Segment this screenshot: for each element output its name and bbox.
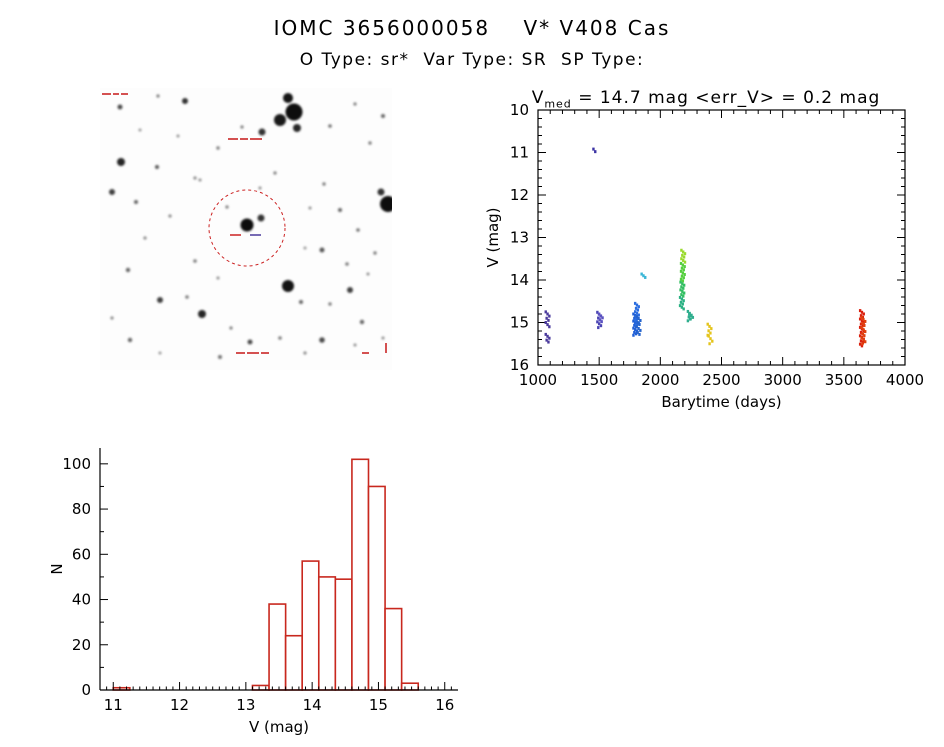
svg-text:2000: 2000 [641, 371, 679, 389]
svg-text:11: 11 [510, 144, 529, 162]
svg-text:13: 13 [236, 696, 255, 714]
svg-text:80: 80 [72, 500, 91, 518]
svg-text:10: 10 [510, 101, 529, 119]
lightcurve-title: Vmed = 14.7 mag <err_V> = 0.2 mag [506, 88, 906, 110]
page-title: IOMC 3656000058 V* V408 Cas [273, 16, 671, 40]
target-overlay [208, 189, 286, 267]
svg-text:11: 11 [104, 696, 123, 714]
svg-text:1500: 1500 [580, 371, 618, 389]
svg-text:1000: 1000 [519, 371, 557, 389]
svg-text:V (mag): V (mag) [484, 207, 502, 267]
svg-text:12: 12 [510, 186, 529, 204]
svg-text:15: 15 [510, 314, 529, 332]
hist-bars [112, 458, 420, 691]
svg-text:3000: 3000 [764, 371, 802, 389]
svg-text:60: 60 [72, 545, 91, 563]
svg-text:N: N [48, 563, 66, 574]
svg-text:2500: 2500 [702, 371, 740, 389]
histogram-plot: 11 12 13 14 15 16 0 20 40 60 80 100 V (mag) N [48, 448, 458, 736]
svg-text:3500: 3500 [825, 371, 863, 389]
svg-text:4000: 4000 [886, 371, 924, 389]
lightcurve-title-rest: = 14.7 mag <err_V> = 0.2 mag [571, 88, 881, 108]
lightcurve-title-sub: med [544, 97, 572, 111]
svg-text:Barytime (days): Barytime (days) [661, 393, 781, 411]
annotation-marks [102, 93, 387, 354]
svg-text:14: 14 [510, 271, 529, 289]
target-circle [208, 189, 286, 267]
svg-text:16: 16 [435, 696, 454, 714]
svg-text:15: 15 [369, 696, 388, 714]
finding-chart [100, 88, 392, 370]
svg-text:20: 20 [72, 636, 91, 654]
lightcurve-plot: 1000 1500 2000 2500 3000 3500 4000 10 11 12 13 14 15… [484, 101, 924, 411]
page-subtitle: O Type: sr* Var Type: SR SP Type: [299, 50, 645, 70]
lightcurve-title-v: V [531, 88, 545, 108]
svg-text:0: 0 [81, 681, 91, 699]
hist-axes: 11 12 13 14 15 16 0 20 40 60 80 100 V (mag) N [48, 448, 458, 736]
lc-data-points [544, 147, 867, 348]
svg-text:40: 40 [72, 591, 91, 609]
star-field [109, 93, 392, 359]
lc-axes: 1000 1500 2000 2500 3000 3500 4000 10 11 12 13 14 15… [484, 101, 924, 411]
svg-text:13: 13 [510, 229, 529, 247]
svg-text:12: 12 [170, 696, 189, 714]
svg-text:16: 16 [510, 356, 529, 374]
svg-text:14: 14 [303, 696, 322, 714]
svg-text:100: 100 [62, 455, 91, 473]
svg-text:V (mag): V (mag) [249, 718, 309, 736]
